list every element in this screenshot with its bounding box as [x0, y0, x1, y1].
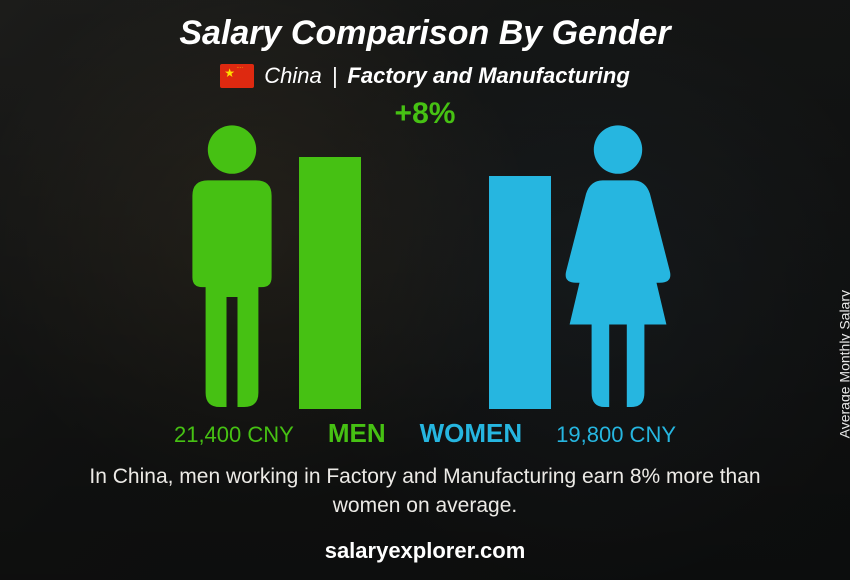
page-title: Salary Comparison By Gender: [179, 14, 670, 53]
country-label: China: [264, 63, 321, 89]
industry-label: Factory and Manufacturing: [347, 63, 629, 89]
women-label: WOMEN: [420, 418, 523, 449]
china-flag-icon: [220, 64, 254, 88]
delta-badge: +8%: [395, 97, 456, 131]
men-label: MEN: [328, 418, 386, 449]
y-axis-label: Average Monthly Salary: [836, 290, 850, 438]
footer-credit: salaryexplorer.com: [325, 538, 526, 564]
female-person-icon: [563, 119, 673, 409]
separator: |: [332, 63, 338, 89]
infographic: Salary Comparison By Gender China | Fact…: [0, 0, 850, 580]
women-bar: [489, 176, 551, 409]
women-group: [489, 119, 673, 409]
women-value: 19,800 CNY: [556, 422, 676, 448]
male-person-icon: [177, 119, 287, 409]
men-bar: [299, 157, 361, 409]
value-labels-row: 21,400 CNY MEN WOMEN 19,800 CNY: [115, 418, 735, 449]
caption-text: In China, men working in Factory and Man…: [65, 463, 785, 520]
men-group: [177, 119, 361, 409]
comparison-chart: +8% 21,400 CNY MEN WOMEN 1: [115, 97, 735, 457]
men-value: 21,400 CNY: [174, 422, 294, 448]
subheading: China | Factory and Manufacturing: [220, 63, 630, 89]
